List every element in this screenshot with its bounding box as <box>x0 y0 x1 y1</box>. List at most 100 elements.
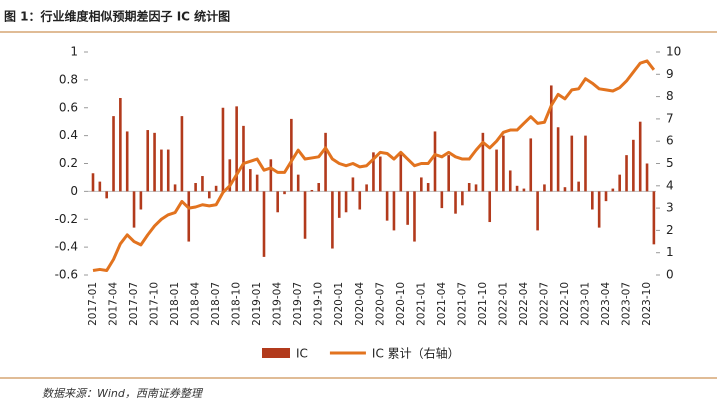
y2-tick-label: 8 <box>666 89 674 103</box>
bar <box>331 191 334 249</box>
x-tick-label: 2020-04 <box>354 282 366 326</box>
y2-tick-label: 6 <box>666 134 674 148</box>
x-tick-label: 2019-04 <box>272 282 284 326</box>
bar <box>563 187 567 192</box>
bar <box>132 191 136 228</box>
bar <box>481 132 485 192</box>
bar <box>351 177 355 192</box>
bar <box>406 191 409 225</box>
bar <box>112 116 115 192</box>
x-tick-label: 2020-01 <box>333 282 345 326</box>
bar <box>166 149 170 192</box>
y-tick-label: 0.6 <box>59 100 78 114</box>
bar <box>119 97 122 192</box>
bar <box>447 155 450 192</box>
bar <box>502 135 505 192</box>
bar <box>454 191 457 214</box>
bar <box>249 169 252 192</box>
bar <box>98 181 102 192</box>
x-tick-label: 2021-01 <box>415 282 427 326</box>
y-tick-label: 0 <box>70 184 78 198</box>
chart-title: 图 1：行业维度相似预期差因子 IC 统计图 <box>4 9 230 24</box>
x-tick-label: 2021-07 <box>456 282 468 326</box>
bar <box>290 118 293 192</box>
bar <box>344 191 348 213</box>
bar <box>187 191 191 242</box>
bar <box>556 127 560 192</box>
x-tick-label: 2023-07 <box>621 282 633 326</box>
bar <box>385 191 389 221</box>
legend-label: IC 累计（右轴） <box>372 346 460 361</box>
bar <box>242 125 245 192</box>
bar <box>262 191 266 257</box>
bar <box>201 176 204 192</box>
bar <box>173 184 177 192</box>
x-tick-label: 2022-07 <box>538 282 550 326</box>
bar <box>433 131 437 192</box>
bar <box>461 191 464 206</box>
bar <box>529 138 533 192</box>
bar <box>467 183 471 192</box>
y-tick-label: 0.2 <box>59 156 78 170</box>
x-tick-label: 2022-04 <box>518 282 530 326</box>
bar <box>420 177 423 192</box>
bar <box>543 184 546 192</box>
x-tick-label: 2018-07 <box>210 282 222 326</box>
x-tick-label: 2017-07 <box>128 282 140 326</box>
bar <box>324 132 327 192</box>
x-tick-label: 2023-10 <box>641 282 653 326</box>
legend-swatch <box>262 348 290 358</box>
bar <box>221 107 225 192</box>
x-tick-label: 2023-04 <box>600 282 612 326</box>
bar <box>618 174 621 192</box>
x-tick-label: 2020-10 <box>395 282 407 326</box>
y-tick-label: -0.2 <box>55 212 78 226</box>
bar <box>317 183 321 192</box>
bar <box>591 191 594 210</box>
x-tick-label: 2022-10 <box>559 282 571 326</box>
x-tick-label: 2021-04 <box>436 282 448 326</box>
y2-tick-label: 5 <box>666 156 674 170</box>
y2-tick-label: 0 <box>666 268 674 282</box>
bar <box>310 189 314 192</box>
bar <box>625 155 628 192</box>
y-tick-label: 0.4 <box>59 128 78 142</box>
bar <box>105 191 108 199</box>
bar <box>488 191 492 223</box>
x-tick-label: 2022-01 <box>497 282 509 326</box>
bar <box>269 159 273 192</box>
legend-label: IC <box>296 347 308 361</box>
bar <box>283 191 286 195</box>
bar <box>139 191 143 210</box>
bar <box>584 135 587 192</box>
bar <box>426 183 430 192</box>
bar <box>413 191 416 242</box>
bar <box>508 170 512 192</box>
x-tick-label: 2017-04 <box>108 282 120 326</box>
y2-tick-label: 3 <box>666 201 674 215</box>
bar <box>652 191 656 245</box>
x-tick-label: 2018-04 <box>190 282 202 326</box>
y-tick-label: 0.8 <box>59 72 78 86</box>
bar <box>365 184 368 192</box>
x-tick-label: 2019-07 <box>292 282 304 326</box>
bar <box>296 174 300 192</box>
bar <box>597 191 601 228</box>
source-note: 数据来源：Wind，西南证券整理 <box>42 387 204 400</box>
bar <box>207 191 211 199</box>
y-tick-label: 1 <box>70 45 78 59</box>
x-tick-label: 2017-01 <box>87 282 99 326</box>
bar <box>536 191 539 231</box>
bar <box>570 135 574 192</box>
y-tick-label: -0.6 <box>55 268 78 282</box>
bar <box>228 159 232 192</box>
y-tick-label: -0.4 <box>55 240 78 254</box>
bar <box>91 173 95 192</box>
bar <box>146 130 150 192</box>
bar <box>611 188 615 192</box>
y2-tick-label: 1 <box>666 245 674 259</box>
x-tick-label: 2019-10 <box>313 282 325 326</box>
bar <box>255 174 259 192</box>
x-tick-label: 2021-10 <box>477 282 489 326</box>
